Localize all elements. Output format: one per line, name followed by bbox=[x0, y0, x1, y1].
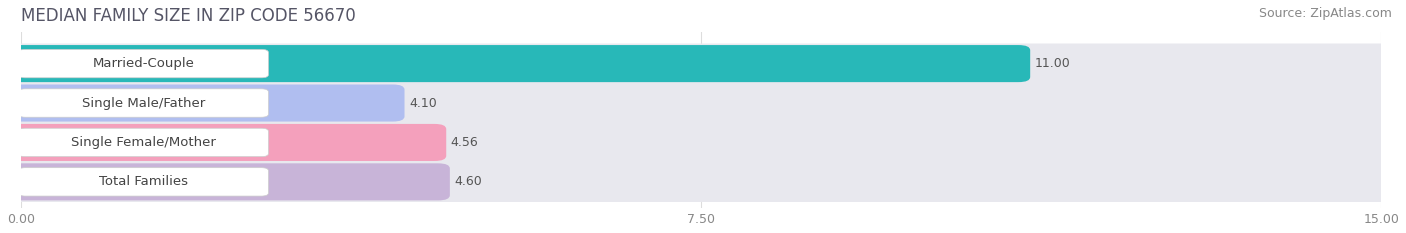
FancyBboxPatch shape bbox=[10, 85, 405, 122]
Text: Source: ZipAtlas.com: Source: ZipAtlas.com bbox=[1258, 7, 1392, 20]
FancyBboxPatch shape bbox=[7, 122, 1395, 163]
Text: MEDIAN FAMILY SIZE IN ZIP CODE 56670: MEDIAN FAMILY SIZE IN ZIP CODE 56670 bbox=[21, 7, 356, 25]
Text: 4.56: 4.56 bbox=[451, 136, 478, 149]
FancyBboxPatch shape bbox=[10, 163, 450, 200]
FancyBboxPatch shape bbox=[18, 128, 269, 157]
FancyBboxPatch shape bbox=[10, 124, 446, 161]
FancyBboxPatch shape bbox=[7, 162, 1395, 202]
FancyBboxPatch shape bbox=[10, 45, 1031, 82]
Text: Married-Couple: Married-Couple bbox=[93, 57, 194, 70]
Text: Single Male/Father: Single Male/Father bbox=[82, 96, 205, 110]
Text: Total Families: Total Families bbox=[98, 175, 188, 188]
FancyBboxPatch shape bbox=[7, 83, 1395, 123]
Text: 4.10: 4.10 bbox=[409, 96, 437, 110]
Text: 11.00: 11.00 bbox=[1035, 57, 1070, 70]
Text: Single Female/Mother: Single Female/Mother bbox=[70, 136, 215, 149]
FancyBboxPatch shape bbox=[18, 168, 269, 196]
FancyBboxPatch shape bbox=[18, 49, 269, 78]
Text: 4.60: 4.60 bbox=[454, 175, 482, 188]
FancyBboxPatch shape bbox=[18, 89, 269, 117]
FancyBboxPatch shape bbox=[7, 44, 1395, 84]
